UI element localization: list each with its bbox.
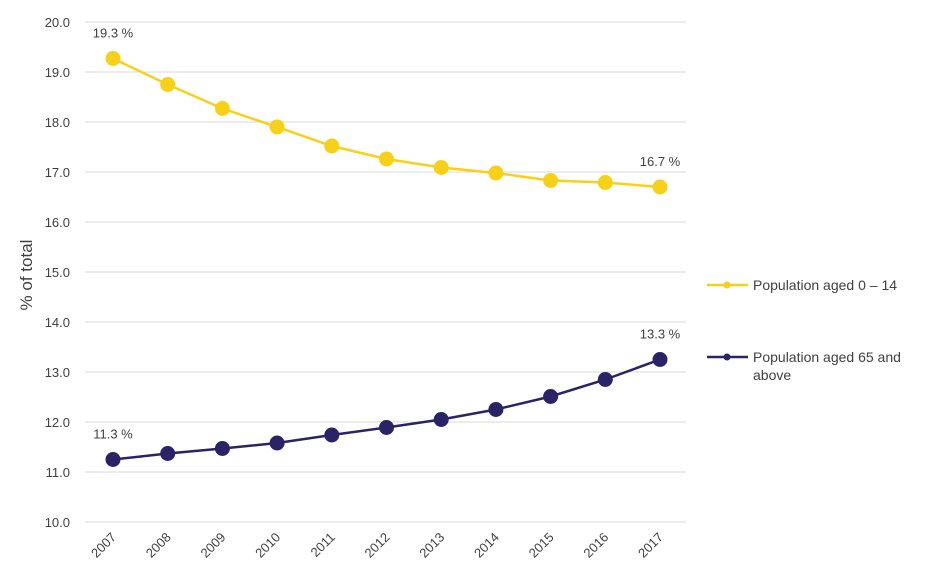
data-point xyxy=(324,138,340,154)
legend-label: Population aged 65 and xyxy=(753,349,901,365)
x-tick-label: 2012 xyxy=(362,530,393,561)
data-point xyxy=(597,175,613,190)
series-line xyxy=(112,57,661,189)
y-tick-label: 15.0 xyxy=(45,265,70,280)
legend-label: above xyxy=(753,367,791,383)
x-tick-label: 2011 xyxy=(308,530,338,560)
series-group: 19.3 % 16.7 % 11.3 % 13.3 % xyxy=(93,26,681,467)
y-tick-label: 18.0 xyxy=(45,115,70,130)
data-point xyxy=(214,101,230,116)
gridlines xyxy=(85,21,686,523)
x-tick-label: 2015 xyxy=(526,530,557,561)
data-point xyxy=(433,160,449,175)
data-point xyxy=(160,77,176,92)
y-axis-label: % of total xyxy=(17,240,36,311)
data-label: 16.7 % xyxy=(640,154,681,169)
y-tick-label: 17.0 xyxy=(45,165,70,180)
legend-label: Population aged 0 – 14 xyxy=(753,277,897,293)
x-tick-label: 2008 xyxy=(143,530,174,561)
data-label: 13.3 % xyxy=(640,327,681,342)
data-point xyxy=(433,412,449,427)
data-point xyxy=(652,179,668,195)
data-point xyxy=(379,151,394,167)
data-label: 11.3 % xyxy=(93,427,133,442)
y-tick-label: 16.0 xyxy=(45,215,70,230)
x-tick-label: 2013 xyxy=(416,530,447,561)
y-tick-label: 20.0 xyxy=(45,15,70,30)
data-point xyxy=(269,435,285,451)
series-line xyxy=(112,358,661,461)
data-label: 19.3 % xyxy=(93,26,134,41)
data-point xyxy=(488,165,504,181)
data-point xyxy=(543,389,559,404)
y-tick-label: 13.0 xyxy=(45,365,70,380)
y-tick-label: 14.0 xyxy=(45,315,70,330)
y-axis-ticks: 10.0 11.0 12.0 13.0 14.0 15.0 16.0 17.0 18.0 19.0… xyxy=(45,15,70,530)
data-point xyxy=(652,352,668,367)
x-tick-label: 2014 xyxy=(471,530,502,561)
legend-swatch-marker xyxy=(723,281,731,289)
data-point xyxy=(543,173,559,188)
data-point xyxy=(324,427,340,443)
data-point xyxy=(488,402,504,417)
legend-swatch-marker xyxy=(723,353,731,361)
y-tick-label: 12.0 xyxy=(45,415,70,430)
data-point xyxy=(105,51,121,66)
y-tick-label: 10.0 xyxy=(45,515,70,530)
y-tick-label: 11.0 xyxy=(46,465,70,480)
data-point xyxy=(597,372,613,387)
x-tick-label: 2010 xyxy=(252,530,283,561)
y-tick-label: 19.0 xyxy=(45,65,70,80)
data-point xyxy=(379,420,394,435)
x-tick-label: 2016 xyxy=(580,530,611,561)
data-point xyxy=(269,119,285,135)
x-axis-ticks: 2007 2008 2009 2010 2011 2012 2013 2014 2015 2016… xyxy=(88,530,666,561)
data-point xyxy=(105,452,121,467)
data-point xyxy=(160,446,176,461)
legend: Population aged 0 – 14 Population aged 65… xyxy=(707,277,901,383)
x-tick-label: 2017 xyxy=(635,530,666,561)
x-tick-label: 2007 xyxy=(88,530,119,561)
x-tick-label: 2009 xyxy=(197,530,228,561)
data-point xyxy=(214,441,230,456)
